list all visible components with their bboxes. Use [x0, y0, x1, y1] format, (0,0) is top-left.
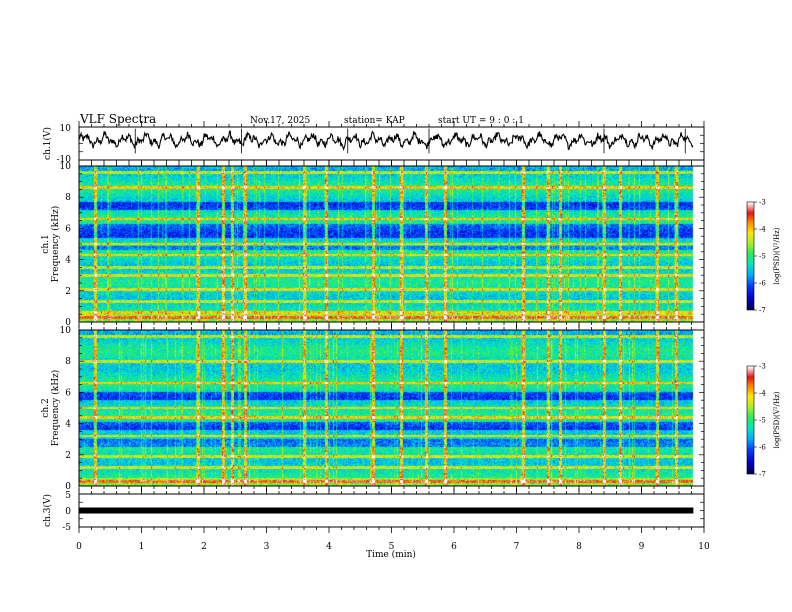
ch3-ytick-middle: 0 [65, 507, 71, 517]
ch2-spectrogram-ylabel-channel: ch.2 [41, 398, 51, 417]
frequency-tick-label: 2 [65, 451, 71, 461]
time-tick-label: 3 [264, 542, 270, 552]
date-label: Nov.17, 2025 [250, 116, 311, 126]
colorbar-tick-label: -6 [759, 444, 766, 452]
frequency-tick-label: 0 [65, 318, 71, 328]
colorbar-tick-label: -3 [759, 363, 766, 371]
ch1-spectrogram-ylabel-channel: ch.1 [41, 234, 51, 253]
frequency-tick-label: 4 [65, 256, 71, 266]
ch2-frequency-tick-labels: 0 2 4 6 8 10 [60, 326, 72, 492]
ch1-spectrogram-image [79, 166, 704, 322]
ch1-colorbar [747, 202, 754, 310]
ch2-colorbar-ticks: -3 -4 -5 -6 -7 [754, 363, 766, 479]
frequency-tick-label: 10 [60, 162, 72, 172]
frequency-tick-label: 6 [65, 224, 71, 234]
ch1-colorbar-label: log(PSD)(V²/Hz) [773, 227, 781, 284]
ch3-waveform-panel: 5 0 -5 ch.3(V) [42, 488, 705, 533]
ch1-spectrogram-ylabel-frequency: Frequency (kHz) [50, 206, 61, 283]
ch3-waveform-line [79, 507, 694, 514]
ch2-spectrogram-ylabel-frequency: Frequency (kHz) [50, 370, 61, 447]
ch1-ytick-bottom: -10 [57, 155, 72, 165]
ch1-waveform-line [78, 128, 694, 154]
figure-title: VLF Spectra [79, 112, 156, 126]
frequency-tick-label: 8 [65, 357, 71, 367]
ch2-colorbar-label: log(PSD)(V²/Hz) [773, 391, 781, 448]
time-tick-label: 5 [389, 542, 395, 552]
frequency-tick-label: 8 [65, 193, 71, 203]
time-tick-label: 7 [514, 542, 520, 552]
ch1-frequency-tick-labels: 0 2 4 6 8 10 [60, 162, 72, 328]
ch1-waveform-ticks [78, 121, 705, 166]
colorbar-tick-label: -7 [759, 307, 766, 315]
station-label: station= KAP [344, 116, 405, 126]
frequency-tick-label: 2 [65, 287, 71, 297]
ch3-ytick-top: 5 [65, 491, 71, 501]
ch2-spectrogram-image [79, 330, 704, 486]
ch3-waveform-ylabel: ch.3(V) [42, 494, 53, 527]
frequency-tick-label: 0 [65, 482, 71, 492]
ch1-waveform-trace [78, 130, 694, 151]
time-axis-tick-labels: 0 1 2 3 4 5 6 7 8 9 10 [76, 542, 710, 552]
colorbar-tick-label: -4 [759, 226, 766, 234]
ch1-waveform-ylabel: ch.1(V) [42, 127, 53, 160]
time-tick-label: 2 [201, 542, 207, 552]
time-tick-label: 8 [576, 542, 582, 552]
ch1-waveform-panel: 10 -10 ch.1(V) [42, 121, 705, 166]
time-tick-label: 9 [639, 542, 645, 552]
ch3-ytick-bottom: -5 [62, 523, 71, 533]
ch3-waveform-trace [79, 507, 694, 514]
ch2-colorbar [747, 366, 754, 474]
frequency-tick-label: 10 [60, 326, 72, 336]
ch1-ytick-top: 10 [60, 124, 72, 134]
frequency-tick-label: 6 [65, 388, 71, 398]
time-tick-label: 1 [139, 542, 145, 552]
frequency-tick-label: 4 [65, 420, 71, 430]
colorbar-tick-label: -5 [759, 417, 766, 425]
time-tick-label: 0 [76, 542, 82, 552]
colorbar-tick-label: -5 [759, 253, 766, 261]
time-tick-label: 10 [698, 542, 710, 552]
colorbar-tick-label: -4 [759, 390, 766, 398]
colorbar-tick-label: -7 [759, 471, 766, 479]
ch1-colorbar-ticks: -3 -4 -5 -6 -7 [754, 199, 766, 315]
time-tick-label: 6 [451, 542, 457, 552]
colorbar-tick-label: -6 [759, 280, 766, 288]
time-tick-label: 4 [326, 542, 332, 552]
colorbar-tick-label: -3 [759, 199, 766, 207]
ch1-waveform-frame [78, 126, 705, 161]
time-axis-label: Time (min) [366, 549, 416, 560]
start-time-label: start UT = 9 : 0 : 1 [438, 116, 524, 126]
ch3-waveform-ticks [78, 488, 705, 533]
